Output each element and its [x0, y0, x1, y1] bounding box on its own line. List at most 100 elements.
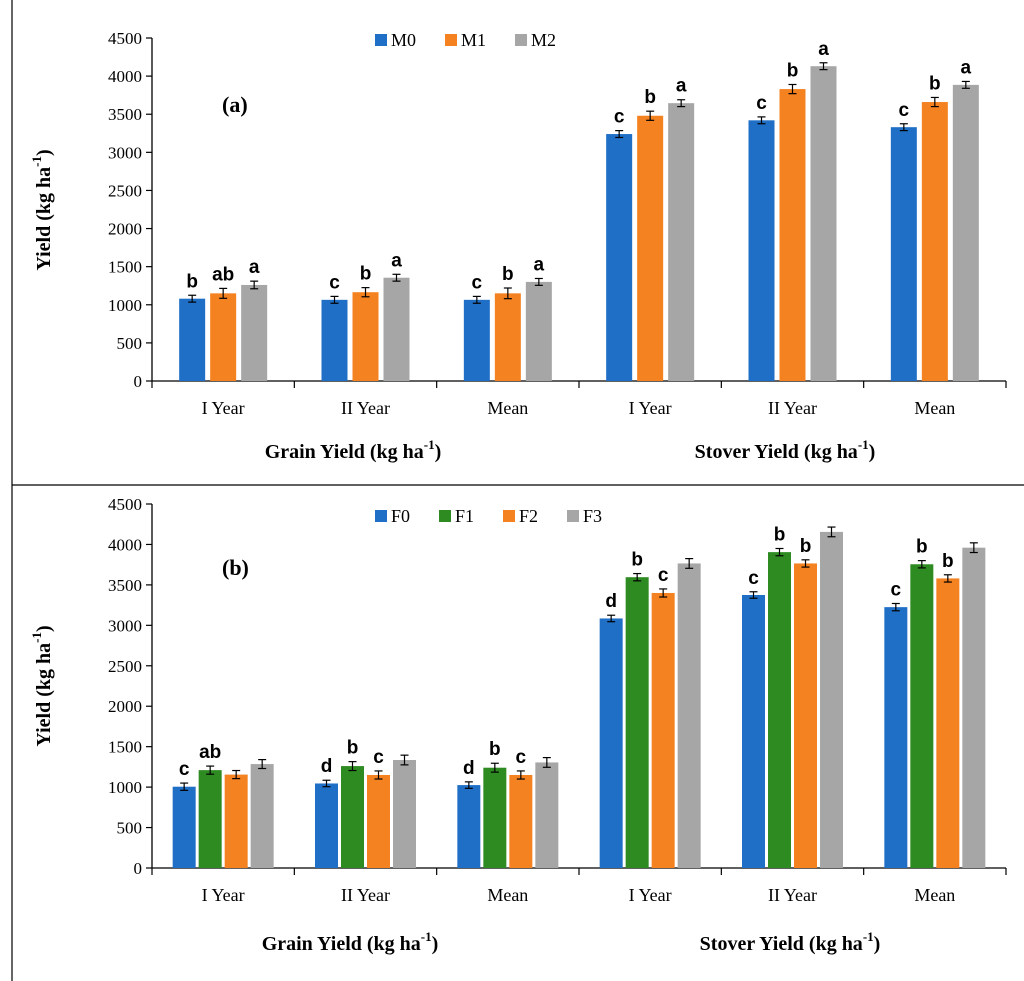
significance-letter: c — [756, 93, 767, 114]
bar-f2 — [794, 563, 817, 868]
legend-label: F1 — [455, 506, 474, 526]
significance-letter: b — [800, 536, 812, 557]
error-bar — [392, 273, 401, 282]
significance-letter: b — [787, 60, 799, 81]
bar-m0 — [179, 298, 206, 381]
error-bar — [464, 781, 473, 789]
panel-label: (a) — [222, 92, 248, 117]
bar-f1 — [483, 767, 507, 868]
category-group-label: Stover Yield (kg ha-1) — [700, 929, 881, 955]
bar-m2 — [810, 66, 837, 382]
significance-letter: a — [676, 76, 687, 97]
category-group-label: Grain Yield (kg ha-1) — [262, 929, 439, 955]
bar-m1 — [921, 102, 948, 381]
bar-m0 — [606, 134, 633, 381]
bar-f2 — [367, 774, 390, 868]
error-bar — [374, 770, 383, 780]
significance-letter: ab — [199, 742, 221, 763]
bar-m1 — [494, 293, 521, 381]
error-bar — [607, 614, 616, 623]
error-bar — [930, 96, 939, 108]
error-bar — [250, 280, 259, 290]
error-bar — [361, 287, 370, 298]
significance-letter: b — [347, 738, 359, 759]
category-group-label: Stover Yield (kg ha-1) — [695, 437, 876, 463]
bar-f3 — [535, 762, 559, 868]
bar-f3 — [250, 764, 274, 868]
significance-letter: c — [899, 100, 910, 121]
error-bar — [659, 588, 668, 598]
y-tick-label: 4500 — [108, 29, 142, 48]
significance-letter: b — [916, 537, 928, 558]
significance-letter: c — [329, 272, 340, 293]
significance-letter: c — [891, 579, 902, 600]
bar-m2 — [525, 281, 552, 381]
significance-letter: ab — [212, 264, 234, 285]
error-bar — [615, 130, 624, 139]
y-tick-label: 1500 — [108, 258, 142, 277]
y-tick-label: 2500 — [108, 181, 142, 200]
y-tick-label: 0 — [134, 372, 143, 391]
y-tick-label: 3500 — [108, 576, 142, 595]
bar-f3 — [962, 547, 986, 868]
significance-letter: c — [179, 759, 190, 780]
y-tick-label: 4500 — [108, 495, 142, 514]
bar-m0 — [321, 299, 348, 381]
y-tick-label: 2500 — [108, 657, 142, 676]
y-tick-label: 1500 — [108, 738, 142, 757]
bar-m1 — [210, 293, 237, 381]
bar-f0 — [599, 618, 623, 868]
error-bar — [827, 526, 836, 538]
error-bar — [516, 770, 525, 780]
error-bar — [961, 80, 970, 89]
significance-letter: b — [929, 73, 941, 94]
significance-letter: c — [658, 565, 669, 586]
y-tick-label: 3000 — [108, 616, 142, 635]
y-tick-label: 2000 — [108, 697, 142, 716]
error-bar — [917, 560, 926, 569]
legend-label: M2 — [531, 30, 556, 50]
error-bar — [633, 572, 642, 582]
bar-f0 — [742, 595, 765, 868]
bar-m0 — [748, 120, 775, 381]
bar-m2 — [668, 103, 695, 382]
legend-label: M1 — [461, 30, 486, 50]
error-bar — [219, 287, 228, 299]
significance-letter: b — [489, 739, 501, 760]
y-tick-label: 0 — [134, 859, 143, 878]
legend-label: M0 — [391, 30, 416, 50]
error-bar — [180, 782, 189, 791]
bar-f2 — [509, 774, 533, 868]
bar-f1 — [768, 552, 791, 868]
category-label: I Year — [202, 398, 245, 418]
error-bar — [899, 123, 908, 132]
error-bar — [348, 761, 357, 772]
error-bar — [322, 779, 331, 788]
bar-f2 — [224, 774, 248, 868]
significance-letter: d — [463, 758, 475, 779]
bar-f3 — [677, 563, 701, 868]
legend-label: F0 — [391, 506, 410, 526]
error-bar — [258, 759, 267, 770]
error-bar — [819, 62, 828, 71]
category-label: I Year — [629, 398, 672, 418]
bar-m2 — [241, 284, 268, 381]
category-label: II Year — [341, 885, 390, 905]
y-tick-label: 1000 — [108, 778, 142, 797]
category-label: Mean — [914, 885, 955, 905]
panel-a-chart: 0 500 1000 1500 2000 2500 3000 3500 4000 4500 I Ye… — [29, 29, 1007, 463]
category-label: II Year — [768, 398, 817, 418]
bar-m1 — [779, 89, 806, 382]
bar-f2 — [651, 592, 675, 868]
significance-letter: a — [534, 254, 545, 275]
significance-letter: d — [321, 756, 333, 777]
error-bar — [206, 765, 215, 775]
significance-letter: c — [472, 272, 483, 293]
legend-swatch — [515, 34, 527, 46]
error-bar — [534, 277, 543, 286]
bar-m2 — [952, 84, 979, 382]
bar-m0 — [463, 299, 490, 381]
error-bar — [503, 287, 512, 300]
legend-swatch — [375, 34, 387, 46]
significance-letter: c — [748, 568, 759, 589]
